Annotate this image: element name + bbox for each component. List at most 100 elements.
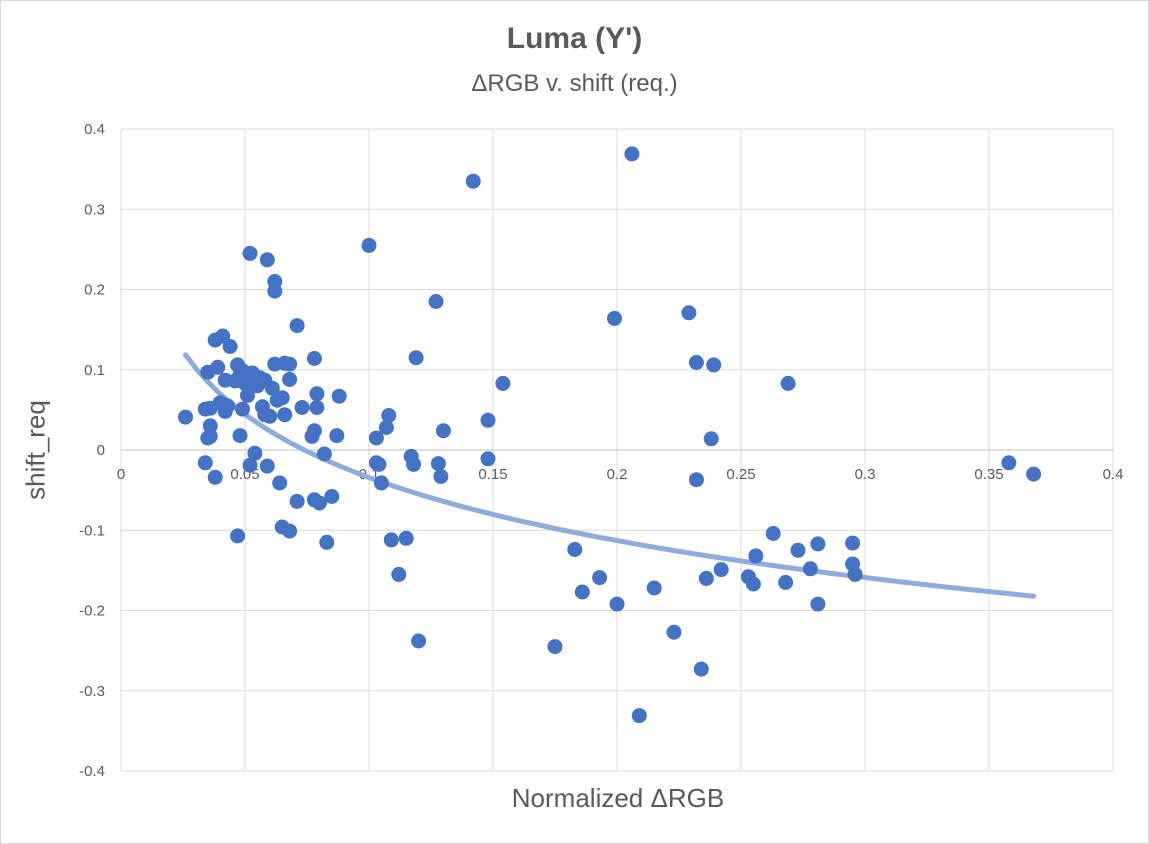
data-point — [262, 408, 278, 424]
data-point — [202, 418, 218, 434]
x-axis-label: Normalized ΔRGB — [511, 783, 725, 813]
data-point — [810, 596, 826, 612]
y-axis-label: shift_req — [20, 400, 51, 500]
data-point — [316, 446, 332, 462]
data-point — [383, 532, 399, 548]
data-point — [567, 542, 583, 557]
data-point — [592, 570, 608, 586]
data-point — [240, 387, 255, 403]
data-point — [282, 371, 298, 387]
data-point — [242, 457, 258, 473]
data-point — [845, 535, 861, 551]
data-point — [306, 351, 322, 366]
data-point — [197, 455, 213, 471]
data-point — [306, 423, 322, 439]
data-point — [373, 475, 389, 491]
data-point — [1026, 466, 1042, 482]
data-point — [311, 495, 327, 511]
data-point — [693, 661, 709, 677]
data-point — [247, 445, 263, 461]
data-points — [178, 146, 1042, 724]
data-point — [406, 456, 422, 472]
data-point — [294, 400, 310, 415]
x-tick-label: 0.35 — [974, 466, 1003, 483]
data-point — [237, 375, 253, 391]
data-point — [277, 407, 293, 423]
y-tick-label: 0.4 — [84, 121, 105, 138]
data-point — [574, 584, 590, 600]
data-point — [391, 566, 407, 582]
data-point — [430, 456, 446, 472]
data-point — [428, 294, 444, 309]
y-tick-label: -0.3 — [79, 683, 105, 700]
data-point — [631, 708, 647, 724]
x-tick-label: 0.25 — [726, 466, 755, 483]
data-point — [411, 633, 427, 649]
data-point — [309, 386, 325, 402]
data-point — [847, 566, 863, 582]
data-point — [259, 458, 275, 474]
data-point — [624, 146, 640, 162]
data-point — [264, 380, 280, 396]
data-point — [381, 408, 397, 423]
x-tick-label: 0 — [117, 466, 125, 483]
data-point — [378, 420, 394, 435]
data-point — [666, 624, 682, 640]
data-point — [745, 576, 761, 592]
data-point — [495, 375, 511, 391]
data-point — [324, 489, 340, 504]
data-point — [802, 561, 818, 577]
data-point — [433, 469, 449, 484]
data-point — [202, 428, 218, 444]
data-point — [778, 574, 794, 590]
data-point — [289, 318, 305, 334]
data-point — [232, 428, 248, 444]
data-point — [681, 305, 697, 321]
y-tick-label: 0.2 — [84, 282, 105, 299]
data-point — [547, 639, 563, 655]
data-point — [272, 475, 288, 491]
data-point — [319, 534, 335, 550]
data-point — [329, 428, 345, 444]
y-tick-label: -0.4 — [79, 763, 105, 780]
data-point — [309, 400, 325, 415]
y-tick-label: 0.3 — [84, 201, 105, 218]
data-point — [609, 596, 625, 612]
data-point — [698, 570, 714, 586]
data-point — [713, 562, 729, 578]
y-tick-labels: -0.4 -0.3 -0.2 -0.1 0 0.1 0.2 0.3 0.4 — [79, 121, 105, 780]
data-point — [408, 350, 424, 366]
data-point — [289, 493, 305, 509]
data-point — [810, 536, 826, 552]
data-point — [688, 472, 704, 488]
data-point — [790, 542, 806, 558]
y-tick-label: -0.1 — [79, 522, 105, 539]
data-point — [607, 310, 622, 326]
y-tick-label: 0 — [97, 442, 105, 459]
chart-title: Luma (Y') — [506, 22, 643, 55]
data-point — [267, 274, 283, 289]
chart-subtitle: ΔRGB v. shift (req.) — [471, 70, 678, 97]
data-point — [435, 423, 451, 439]
data-point — [765, 526, 781, 541]
data-point — [646, 580, 662, 596]
data-point — [703, 431, 719, 447]
data-point — [178, 409, 193, 425]
data-point — [220, 398, 236, 414]
data-point — [207, 469, 223, 485]
x-tick-label: 0.15 — [478, 466, 507, 483]
x-tick-label: 0.4 — [1103, 466, 1124, 483]
data-point — [398, 530, 414, 546]
data-point — [748, 548, 764, 564]
data-point — [1001, 455, 1017, 471]
data-point — [331, 388, 347, 404]
grid-lines — [120, 128, 1114, 772]
y-tick-label: -0.2 — [79, 603, 105, 620]
data-point — [235, 401, 250, 417]
data-point — [371, 456, 387, 472]
data-point — [688, 355, 704, 370]
data-point — [780, 375, 796, 391]
data-point — [480, 412, 496, 428]
